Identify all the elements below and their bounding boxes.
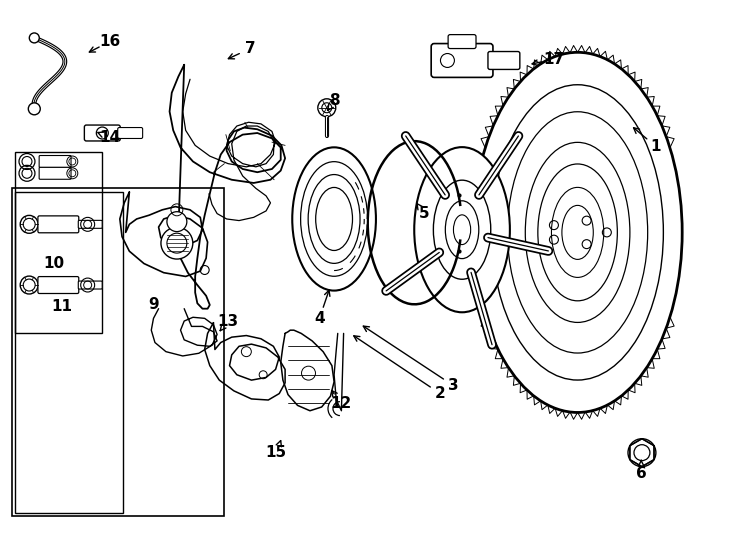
Circle shape <box>167 212 187 232</box>
Text: 13: 13 <box>217 314 239 328</box>
Circle shape <box>628 438 656 467</box>
FancyBboxPatch shape <box>39 167 71 179</box>
FancyBboxPatch shape <box>431 44 493 77</box>
Ellipse shape <box>414 147 510 312</box>
Circle shape <box>29 33 40 43</box>
Text: 1: 1 <box>650 139 661 154</box>
Bar <box>15 152 102 333</box>
Text: 17: 17 <box>543 52 564 67</box>
Text: 4: 4 <box>314 311 324 326</box>
FancyBboxPatch shape <box>79 220 102 228</box>
FancyBboxPatch shape <box>84 125 120 141</box>
Bar <box>15 192 123 514</box>
Text: 9: 9 <box>148 298 159 313</box>
Text: 10: 10 <box>43 256 65 271</box>
Circle shape <box>161 227 193 259</box>
Bar <box>12 188 224 516</box>
Text: 5: 5 <box>418 206 429 221</box>
Text: 7: 7 <box>244 41 255 56</box>
Text: 11: 11 <box>51 299 72 314</box>
FancyBboxPatch shape <box>448 35 476 49</box>
Text: 12: 12 <box>331 396 352 411</box>
FancyBboxPatch shape <box>79 281 102 289</box>
Text: 15: 15 <box>266 445 287 460</box>
Text: 14: 14 <box>99 130 120 145</box>
Text: 3: 3 <box>448 378 459 393</box>
Text: 2: 2 <box>435 386 446 401</box>
Ellipse shape <box>292 147 376 291</box>
Circle shape <box>318 99 335 117</box>
Text: 6: 6 <box>636 465 647 481</box>
FancyBboxPatch shape <box>488 51 520 70</box>
FancyBboxPatch shape <box>38 216 79 233</box>
Ellipse shape <box>473 52 682 413</box>
Text: 16: 16 <box>99 34 120 49</box>
Text: 8: 8 <box>330 93 340 109</box>
FancyBboxPatch shape <box>39 156 71 167</box>
Circle shape <box>29 103 40 115</box>
FancyBboxPatch shape <box>38 276 79 294</box>
FancyBboxPatch shape <box>117 127 142 138</box>
